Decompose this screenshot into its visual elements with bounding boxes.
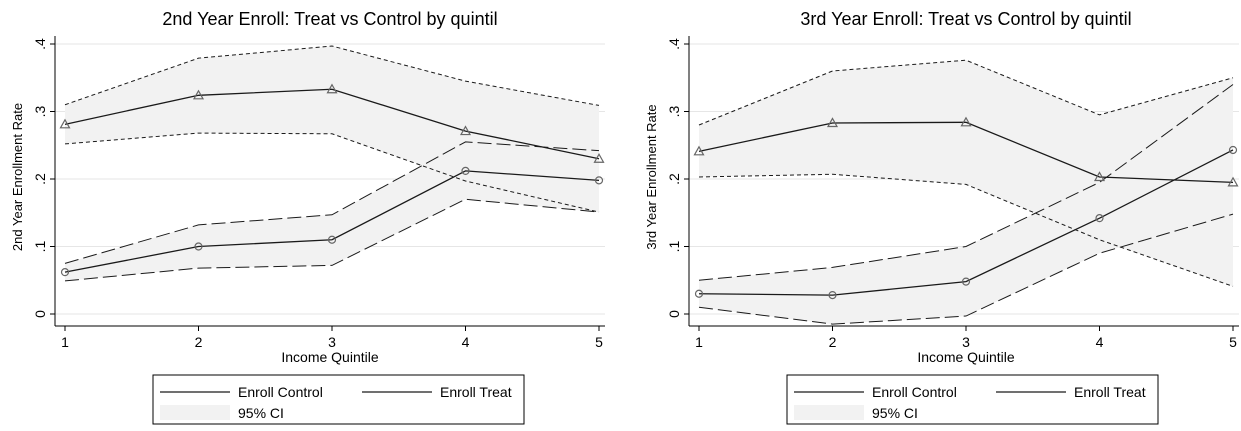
chart-panel-3rd-year: 1 2 3 4 5 0 .1 .2 .3 .4 3rd Year Enroll: Treat vs… (644, 9, 1239, 425)
x-tick-label: 5 (1229, 334, 1237, 350)
y-tick-label: .2 (666, 173, 682, 185)
y-tick-label: 0 (32, 310, 48, 318)
chart-title: 3rd Year Enroll: Treat vs Control by qui… (800, 9, 1131, 29)
series-line-treat (698, 121, 1234, 184)
y-tick-label: .2 (32, 173, 48, 185)
chart-panel-2nd-year: 1 2 3 4 5 0 .1 .2 .3 .4 2nd Year Enroll: Treat vs… (10, 9, 605, 425)
y-tick-label: .4 (666, 38, 682, 50)
y-tick-label: .1 (32, 240, 48, 252)
data-point-control (828, 291, 837, 300)
x-tick-label: 2 (829, 334, 837, 350)
x-axis-label: Income Quintile (917, 349, 1014, 365)
data-point-treat (960, 116, 972, 127)
legend-label-treat: Enroll Treat (1074, 384, 1146, 400)
ci-upper-line-treat (64, 45, 600, 106)
x-axis-label: Income Quintile (281, 349, 378, 365)
ci-upper-line-control (64, 141, 600, 264)
legend-label-control: Enroll Control (872, 384, 957, 400)
plot-area: 1 2 3 4 5 0 .1 .2 .3 .4 (666, 36, 1239, 350)
legend: Enroll Control Enroll Treat 95% CI (786, 374, 1159, 425)
legend-label-treat: Enroll Treat (440, 384, 512, 400)
ci-band-treat (699, 60, 1233, 287)
data-point-treat (1227, 176, 1239, 187)
y-tick-label: .3 (666, 105, 682, 117)
data-point-treat (192, 89, 205, 100)
x-tick-label: 2 (195, 334, 203, 350)
legend: Enroll Control Enroll Treat 95% CI (152, 374, 525, 425)
y-tick-label: .1 (666, 240, 682, 252)
ci-lower-line-control (698, 213, 1234, 325)
data-point-treat (326, 83, 338, 94)
x-tick-label: 5 (595, 334, 603, 350)
legend-label-ci: 95% CI (872, 405, 918, 421)
ci-band-treat (65, 46, 599, 213)
ci-lower-line-control (64, 198, 600, 282)
data-point-treat (459, 125, 472, 136)
legend-label-ci: 95% CI (238, 405, 284, 421)
plot-area: 1 2 3 4 5 0 .1 .2 .3 .4 (32, 36, 605, 350)
ci-lower-line-treat (64, 132, 600, 213)
legend-label-control: Enroll Control (238, 384, 323, 400)
data-point-treat (1093, 171, 1106, 182)
data-point-treat (59, 118, 71, 129)
data-point-treat (693, 145, 705, 156)
y-tick-label: .3 (32, 105, 48, 117)
data-point-control (961, 277, 971, 286)
y-tick-label: .4 (32, 38, 48, 50)
data-point-treat (826, 117, 839, 128)
ci-lower-line-treat (698, 173, 1234, 287)
series-line-control (64, 170, 600, 273)
axes: 1 2 3 4 5 0 .1 .2 .3 .4 (32, 36, 605, 350)
x-tick-label: 1 (695, 334, 703, 350)
data-point-control (194, 242, 203, 251)
x-tick-label: 4 (1096, 334, 1104, 350)
y-axis-label: 2nd Year Enrollment Rate (10, 103, 25, 251)
legend-swatch-ci (794, 405, 864, 420)
y-axis-label: 3rd Year Enrollment Rate (644, 104, 659, 249)
axes: 1 2 3 4 5 0 .1 .2 .3 .4 (666, 36, 1239, 350)
legend-swatch-ci (160, 405, 230, 420)
series-line-treat (64, 88, 600, 160)
x-tick-label: 3 (328, 334, 336, 350)
chart-title: 2nd Year Enroll: Treat vs Control by qui… (162, 9, 497, 29)
data-point-control (60, 268, 70, 277)
y-tick-label: 0 (666, 310, 682, 318)
data-point-control (327, 235, 337, 244)
x-tick-label: 4 (462, 334, 470, 350)
ci-upper-line-control (698, 84, 1234, 281)
data-point-control (694, 289, 704, 298)
x-tick-label: 3 (962, 334, 970, 350)
data-point-control (461, 166, 470, 175)
series-line-control (698, 149, 1234, 296)
data-point-control (1095, 214, 1104, 223)
x-tick-label: 1 (61, 334, 69, 350)
data-point-control (1228, 145, 1238, 155)
data-point-treat (593, 153, 605, 163)
data-point-control (594, 176, 604, 185)
